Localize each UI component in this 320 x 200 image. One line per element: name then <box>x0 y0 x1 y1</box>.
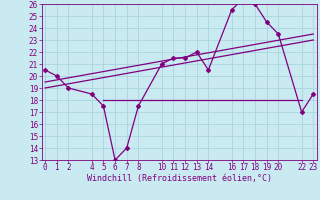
X-axis label: Windchill (Refroidissement éolien,°C): Windchill (Refroidissement éolien,°C) <box>87 174 272 183</box>
